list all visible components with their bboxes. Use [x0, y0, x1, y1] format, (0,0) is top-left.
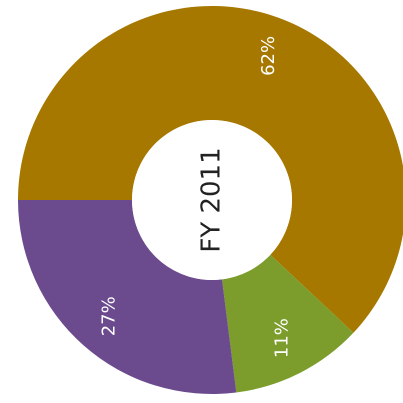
donut-slice [18, 200, 237, 394]
donut-hole [132, 120, 292, 280]
slice-label: 11% [271, 318, 292, 358]
donut-slice [222, 254, 354, 393]
donut-slice [18, 6, 403, 333]
chart-title: FY 2011 [197, 147, 227, 252]
slice-label: 27% [98, 296, 119, 336]
slice-label: 62% [258, 36, 279, 76]
